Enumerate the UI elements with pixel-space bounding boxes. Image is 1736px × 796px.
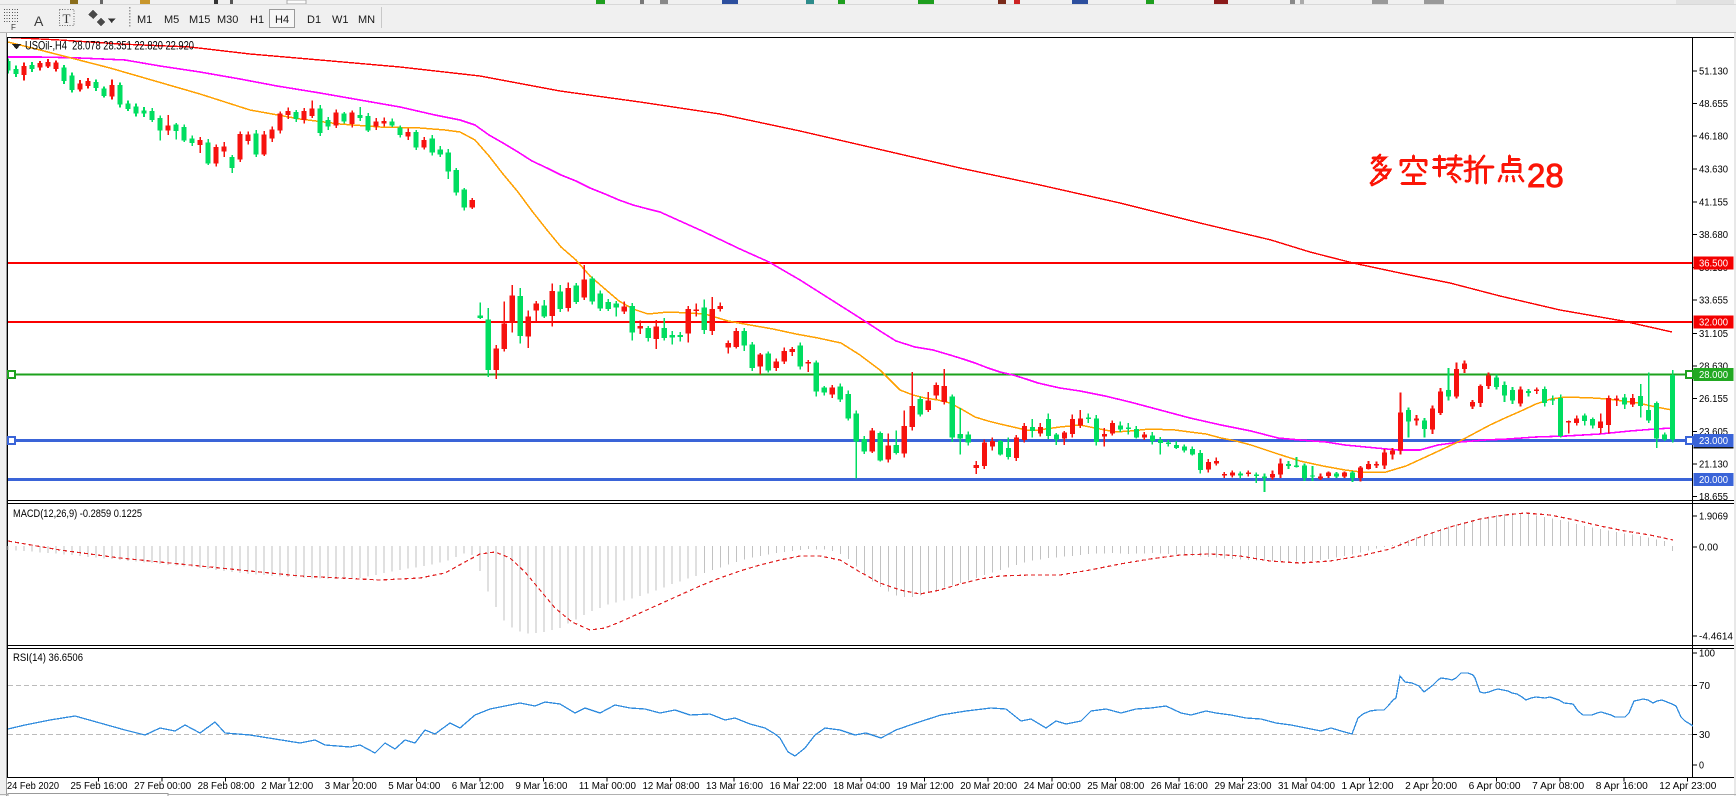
svg-text:6 Apr 00:00: 6 Apr 00:00 (1469, 781, 1521, 792)
svg-text:27 Feb 00:00: 27 Feb 00:00 (134, 781, 191, 792)
svg-text:70: 70 (1699, 681, 1710, 692)
svg-text:6 Mar 12:00: 6 Mar 12:00 (452, 781, 504, 792)
svg-text:23.000: 23.000 (1699, 436, 1728, 447)
svg-text:13 Mar 16:00: 13 Mar 16:00 (706, 781, 763, 792)
svg-text:25 Mar 08:00: 25 Mar 08:00 (1087, 781, 1144, 792)
svg-text:1 Apr 12:00: 1 Apr 12:00 (1342, 781, 1394, 792)
svg-text:41.155: 41.155 (1699, 198, 1728, 209)
svg-text:F: F (11, 23, 16, 32)
svg-text:3 Mar 20:00: 3 Mar 20:00 (325, 781, 377, 792)
svg-text:28.000: 28.000 (1699, 370, 1728, 381)
svg-text:2 Mar 12:00: 2 Mar 12:00 (261, 781, 313, 792)
svg-text:MACD(12,26,9) -0.2859 0.1225: MACD(12,26,9) -0.2859 0.1225 (13, 508, 142, 520)
svg-text:26 Mar 16:00: 26 Mar 16:00 (1151, 781, 1208, 792)
svg-text:T: T (63, 11, 71, 26)
svg-text:USOil-,H4 28.078 28.351 22.82: USOil-,H4 28.078 28.351 22.820 22.920 (25, 39, 194, 53)
svg-text:48.655: 48.655 (1699, 99, 1728, 110)
svg-text:M5: M5 (164, 14, 179, 26)
svg-text:28: 28 (1527, 157, 1564, 194)
svg-text:36.500: 36.500 (1699, 259, 1728, 270)
svg-text:M1: M1 (137, 14, 152, 26)
svg-text:21.130: 21.130 (1699, 460, 1728, 471)
svg-text:2 Apr 20:00: 2 Apr 20:00 (1405, 781, 1457, 792)
svg-text:12 Mar 08:00: 12 Mar 08:00 (643, 781, 700, 792)
svg-text:28.630: 28.630 (1699, 362, 1728, 373)
svg-text:12 Apr 23:00: 12 Apr 23:00 (1659, 781, 1716, 792)
svg-text:20.000: 20.000 (1699, 475, 1728, 486)
svg-text:7 Apr 08:00: 7 Apr 08:00 (1532, 781, 1584, 792)
svg-text:-4.4614: -4.4614 (1699, 632, 1733, 643)
svg-text:33.655: 33.655 (1699, 296, 1728, 307)
svg-text:16 Mar 22:00: 16 Mar 22:00 (770, 781, 827, 792)
svg-text:46.180: 46.180 (1699, 132, 1728, 143)
svg-text:H1: H1 (250, 14, 264, 26)
svg-text:31.105: 31.105 (1699, 329, 1728, 340)
svg-text:0: 0 (1699, 761, 1704, 772)
svg-text:43.630: 43.630 (1699, 165, 1728, 176)
svg-text:30: 30 (1699, 730, 1710, 741)
svg-text:M15: M15 (189, 14, 210, 26)
svg-text:19 Mar 12:00: 19 Mar 12:00 (897, 781, 954, 792)
svg-text:29 Mar 23:00: 29 Mar 23:00 (1215, 781, 1272, 792)
svg-text:9 Mar 16:00: 9 Mar 16:00 (515, 781, 567, 792)
svg-text:18 Mar 04:00: 18 Mar 04:00 (833, 781, 890, 792)
svg-text:1.9069: 1.9069 (1699, 512, 1728, 523)
svg-text:RSI(14) 36.6506: RSI(14) 36.6506 (13, 652, 83, 664)
svg-text:31 Mar 04:00: 31 Mar 04:00 (1278, 781, 1335, 792)
svg-text:MN: MN (358, 14, 375, 26)
svg-text:28 Feb 08:00: 28 Feb 08:00 (198, 781, 255, 792)
svg-text:23.605: 23.605 (1699, 427, 1728, 438)
svg-text:D1: D1 (307, 14, 321, 26)
svg-text:26.155: 26.155 (1699, 394, 1728, 405)
svg-text:24 Feb 2020: 24 Feb 2020 (7, 781, 59, 792)
svg-text:0.00: 0.00 (1699, 543, 1718, 554)
svg-text:20 Mar 20:00: 20 Mar 20:00 (960, 781, 1017, 792)
svg-text:38.680: 38.680 (1699, 230, 1728, 241)
svg-text:5 Mar 04:00: 5 Mar 04:00 (388, 781, 440, 792)
svg-text:H4: H4 (275, 14, 289, 26)
svg-text:W1: W1 (332, 14, 349, 26)
svg-text:M30: M30 (217, 14, 238, 26)
svg-text:51.130: 51.130 (1699, 67, 1728, 78)
svg-text:18.655: 18.655 (1699, 492, 1728, 503)
svg-text:100: 100 (1699, 649, 1715, 660)
svg-text:A: A (34, 13, 44, 29)
svg-text:8 Apr 16:00: 8 Apr 16:00 (1596, 781, 1648, 792)
svg-text:24 Mar 00:00: 24 Mar 00:00 (1024, 781, 1081, 792)
svg-text:25 Feb 16:00: 25 Feb 16:00 (71, 781, 128, 792)
svg-text:32.000: 32.000 (1699, 318, 1728, 329)
svg-text:11 Mar 00:00: 11 Mar 00:00 (579, 781, 636, 792)
